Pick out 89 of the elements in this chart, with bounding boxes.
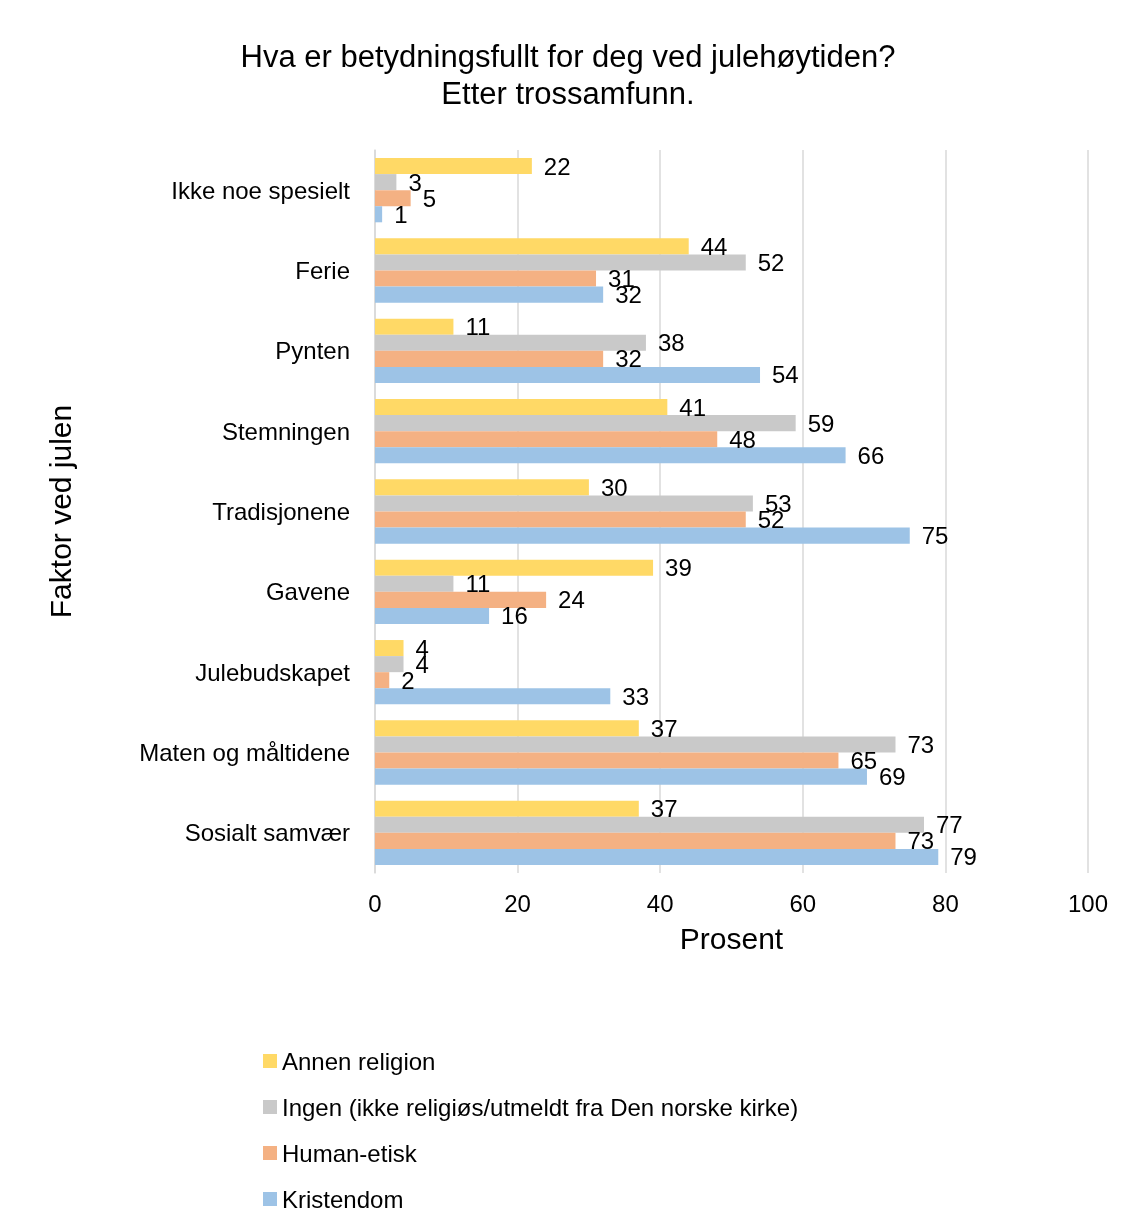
- legend-label: Kristendom: [282, 1185, 404, 1213]
- bar: [375, 174, 397, 191]
- legend-label: Human-etisk: [282, 1139, 418, 1167]
- chart-title: Hva er betydningsfullt for deg ved julehøytiden?: [240, 39, 896, 74]
- data-label: 37: [650, 795, 678, 823]
- legend-label: Annen religion: [282, 1047, 436, 1075]
- bar: [375, 640, 404, 657]
- data-label: 69: [878, 763, 906, 791]
- chart-subtitle: Etter trossamfunn.: [441, 76, 695, 111]
- data-label: 16: [501, 602, 528, 630]
- bar: [375, 158, 532, 175]
- bar: [375, 575, 454, 592]
- bar: [375, 688, 611, 705]
- bar: [375, 656, 404, 673]
- bar: [375, 190, 411, 207]
- data-label: 65: [850, 747, 878, 775]
- data-label: 1: [394, 200, 408, 228]
- y-tick-label: Ikke noe spesielt: [171, 176, 351, 204]
- x-tick-label: 80: [932, 889, 959, 917]
- data-label: 24: [558, 586, 585, 614]
- bar: [375, 752, 839, 769]
- bar: [375, 350, 604, 367]
- data-label: 33: [622, 682, 649, 710]
- bar: [375, 206, 383, 223]
- data-label: 79: [950, 843, 977, 871]
- data-label: 32: [615, 345, 642, 373]
- bar: [375, 591, 547, 608]
- bar: [375, 415, 796, 432]
- bar: [375, 447, 846, 464]
- data-label: 52: [757, 248, 785, 276]
- y-tick-label: Maten og måltidene: [139, 739, 350, 766]
- data-label: 22: [543, 152, 571, 180]
- y-tick-label: Ferie: [295, 257, 350, 284]
- x-tick-label: 0: [368, 889, 382, 917]
- x-tick-label: 60: [789, 889, 817, 917]
- y-tick-label: Pynten: [275, 337, 350, 365]
- bar: [375, 768, 867, 785]
- bar: [375, 736, 896, 753]
- data-label: 44: [700, 232, 728, 260]
- bar: [375, 286, 604, 303]
- data-label: 30: [600, 473, 628, 501]
- y-tick-label: Gavene: [265, 578, 350, 606]
- bar: [375, 559, 654, 576]
- data-label: 41: [679, 393, 707, 421]
- bar: [375, 832, 896, 849]
- legend-label: Ingen (ikke religiøs/utmeldt fra Den norske kirke): [282, 1093, 799, 1121]
- data-label: 75: [921, 522, 949, 550]
- data-label: 66: [857, 441, 885, 469]
- bar: [375, 399, 668, 416]
- data-label: 2: [401, 666, 415, 694]
- data-label: 54: [772, 361, 799, 389]
- data-label: 11: [465, 313, 491, 341]
- data-label: 77: [936, 811, 963, 839]
- bar: [375, 527, 910, 544]
- data-label: 73: [907, 730, 935, 758]
- data-label: 48: [729, 425, 756, 453]
- bar: [375, 607, 490, 624]
- bar: [375, 720, 639, 737]
- y-tick-label: Julebudskapet: [195, 658, 351, 686]
- bar: [375, 254, 746, 271]
- y-axis-title: Faktor ved julen: [43, 404, 77, 619]
- bar: [375, 318, 454, 335]
- x-tick-label: 100: [1067, 889, 1109, 917]
- bar: [375, 848, 939, 865]
- bar: [375, 334, 646, 351]
- bar: [375, 366, 761, 383]
- y-tick-label: Tradisjonene: [212, 498, 350, 525]
- bar: [375, 672, 390, 689]
- data-label: 38: [657, 329, 685, 357]
- bar: [375, 479, 589, 496]
- bar: [375, 431, 718, 448]
- y-tick-label: Stemningen: [221, 417, 350, 445]
- bar: [375, 511, 746, 528]
- data-label: 37: [650, 714, 678, 742]
- data-label: 11: [465, 570, 491, 598]
- bar: [375, 816, 925, 833]
- x-tick-label: 40: [646, 889, 674, 917]
- data-label: 73: [907, 827, 935, 855]
- bar: [375, 270, 597, 287]
- data-label: 59: [807, 409, 835, 437]
- y-tick-label: Sosialt samvær: [184, 819, 351, 847]
- x-axis-title: Prosent: [679, 921, 784, 955]
- bar: [375, 800, 639, 817]
- data-label: 5: [422, 184, 437, 212]
- data-label: 39: [665, 554, 692, 582]
- x-tick-label: 20: [504, 889, 531, 917]
- bar: [375, 238, 689, 255]
- bar: [375, 495, 753, 512]
- data-label: 3: [408, 168, 422, 196]
